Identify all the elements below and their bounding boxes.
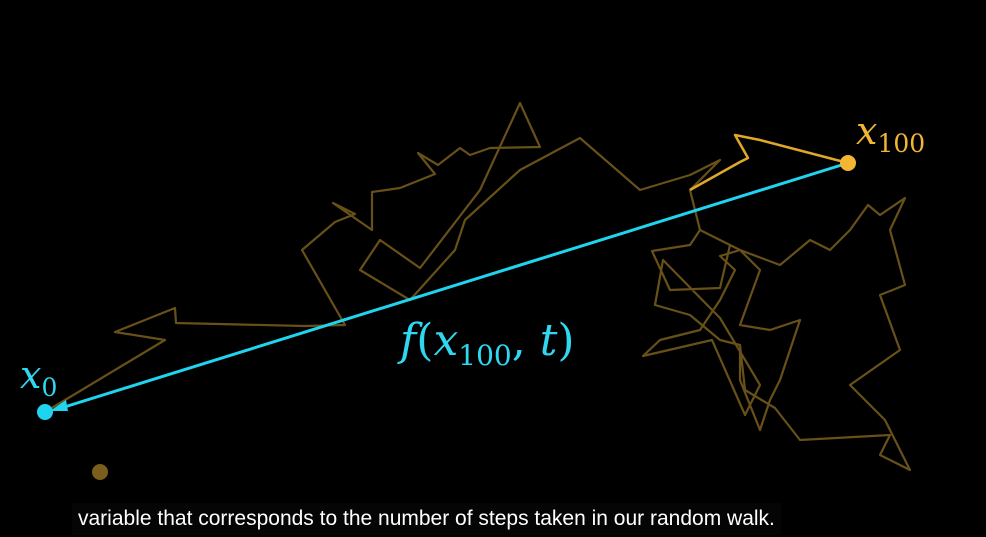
- end-label: x100: [856, 109, 925, 158]
- start-point: [37, 404, 53, 420]
- subtitle-caption: variable that corresponds to the number …: [72, 503, 781, 535]
- function-label: f(x100, t): [397, 315, 575, 372]
- start-label: x0: [20, 353, 57, 402]
- faded-point: [92, 464, 108, 480]
- arrow-head: [50, 400, 68, 411]
- displacement-arrow: [57, 161, 849, 411]
- walk-final-steps: [689, 133, 849, 192]
- random-walk-path: [44, 101, 912, 472]
- end-point: [840, 155, 856, 171]
